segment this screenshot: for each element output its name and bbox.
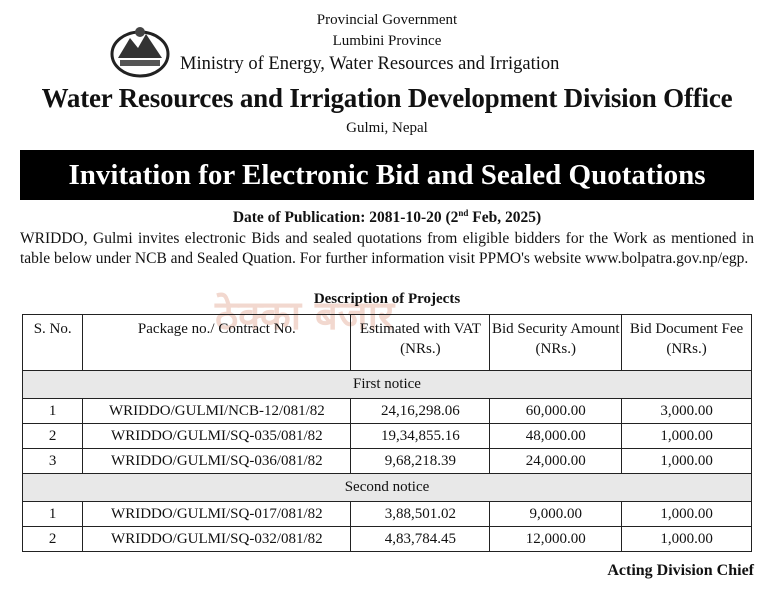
table-cell: WRIDDO/GULMI/SQ-035/081/82 xyxy=(82,423,352,449)
table-cell: 1 xyxy=(21,501,84,527)
table-caption: Description of Projects xyxy=(313,291,461,307)
table-cell: WRIDDO/GULMI/SQ-017/081/82 xyxy=(82,501,352,527)
column-header: Bid Document Fee (NRs.) xyxy=(621,314,752,371)
section-title: Second notice xyxy=(22,473,752,502)
table-cell: WRIDDO/GULMI/NCB-12/081/82 xyxy=(82,398,352,424)
table-cell: 48,000.00 xyxy=(489,423,623,449)
column-header: Estimated with VAT (NRs.) xyxy=(350,314,491,371)
table-cell: 2 xyxy=(21,526,84,552)
date-text: Date of Publication: 2081-10-20 (2 xyxy=(232,209,459,227)
table-cell: 1,000.00 xyxy=(621,526,752,552)
table-cell: 3,000.00 xyxy=(621,398,752,424)
table-cell: 1,000.00 xyxy=(621,423,752,449)
signature: Acting Division Chief xyxy=(607,562,754,579)
table-cell: 12,000.00 xyxy=(489,526,623,552)
table-cell: 60,000.00 xyxy=(489,398,623,424)
date-text: Feb, 2025) xyxy=(468,209,542,227)
publication-date: Date of Publication: 2081-10-20 (2nd Feb… xyxy=(0,208,774,227)
table-cell: 3 xyxy=(21,448,84,474)
section-row: First notice xyxy=(22,370,752,399)
table-cell: WRIDDO/GULMI/SQ-032/081/82 xyxy=(82,526,352,552)
table-cell: 9,000.00 xyxy=(489,501,623,527)
banner: Invitation for Electronic Bid and Sealed… xyxy=(20,150,754,200)
location: Gulmi, Nepal xyxy=(346,120,428,136)
table-cell: 4,83,784.45 xyxy=(350,526,491,552)
column-header: S. No. xyxy=(21,314,84,371)
paragraph: WRIDDO, Gulmi invites electronic Bids an… xyxy=(20,230,754,267)
table-cell: 1,000.00 xyxy=(621,501,752,527)
table-cell: 9,68,218.39 xyxy=(350,448,491,474)
table-cell: 19,34,855.16 xyxy=(350,423,491,449)
section-title: First notice xyxy=(22,370,752,399)
table-cell: 2 xyxy=(21,423,84,449)
table-cell: 1,000.00 xyxy=(621,448,752,474)
table-row: 2 WRIDDO/GULMI/SQ-032/081/82 4,83,784.45 12… xyxy=(21,526,752,552)
table-cell: 24,16,298.06 xyxy=(350,398,491,424)
office: Water Resources and Irrigation Developme… xyxy=(41,83,733,113)
table-row: 3 WRIDDO/GULMI/SQ-036/081/82 9,68,218.39 24… xyxy=(21,448,752,474)
table-cell: 1 xyxy=(21,398,84,424)
table-cell: 24,000.00 xyxy=(489,448,623,474)
projects-table: S. No. Package no./ Contract No. Estimated… xyxy=(21,314,752,552)
table-cell: WRIDDO/GULMI/SQ-036/081/82 xyxy=(82,448,352,474)
column-header: Package no./ Contract No. xyxy=(82,314,352,371)
emblem xyxy=(110,27,170,78)
date-sup: nd xyxy=(458,208,469,218)
table-cell: 3,88,501.02 xyxy=(350,501,491,527)
ministry: Ministry of Energy, Water Resources and … xyxy=(180,54,560,74)
header-row: S. No. Package no./ Contract No. Estimated… xyxy=(21,314,752,371)
province: Lumbini Province xyxy=(332,33,442,49)
table-row: 1 WRIDDO/GULMI/NCB-12/081/82 24,16,298.06 6… xyxy=(21,398,752,424)
government: Provincial Government xyxy=(316,12,458,28)
column-header: Bid Security Amount (NRs.) xyxy=(489,314,623,371)
section-row: Second notice xyxy=(22,473,752,502)
table-row: 2 WRIDDO/GULMI/SQ-035/081/82 19,34,855.16 4… xyxy=(21,423,752,449)
table-row: 1 WRIDDO/GULMI/SQ-017/081/82 3,88,501.02 9,… xyxy=(21,501,752,527)
